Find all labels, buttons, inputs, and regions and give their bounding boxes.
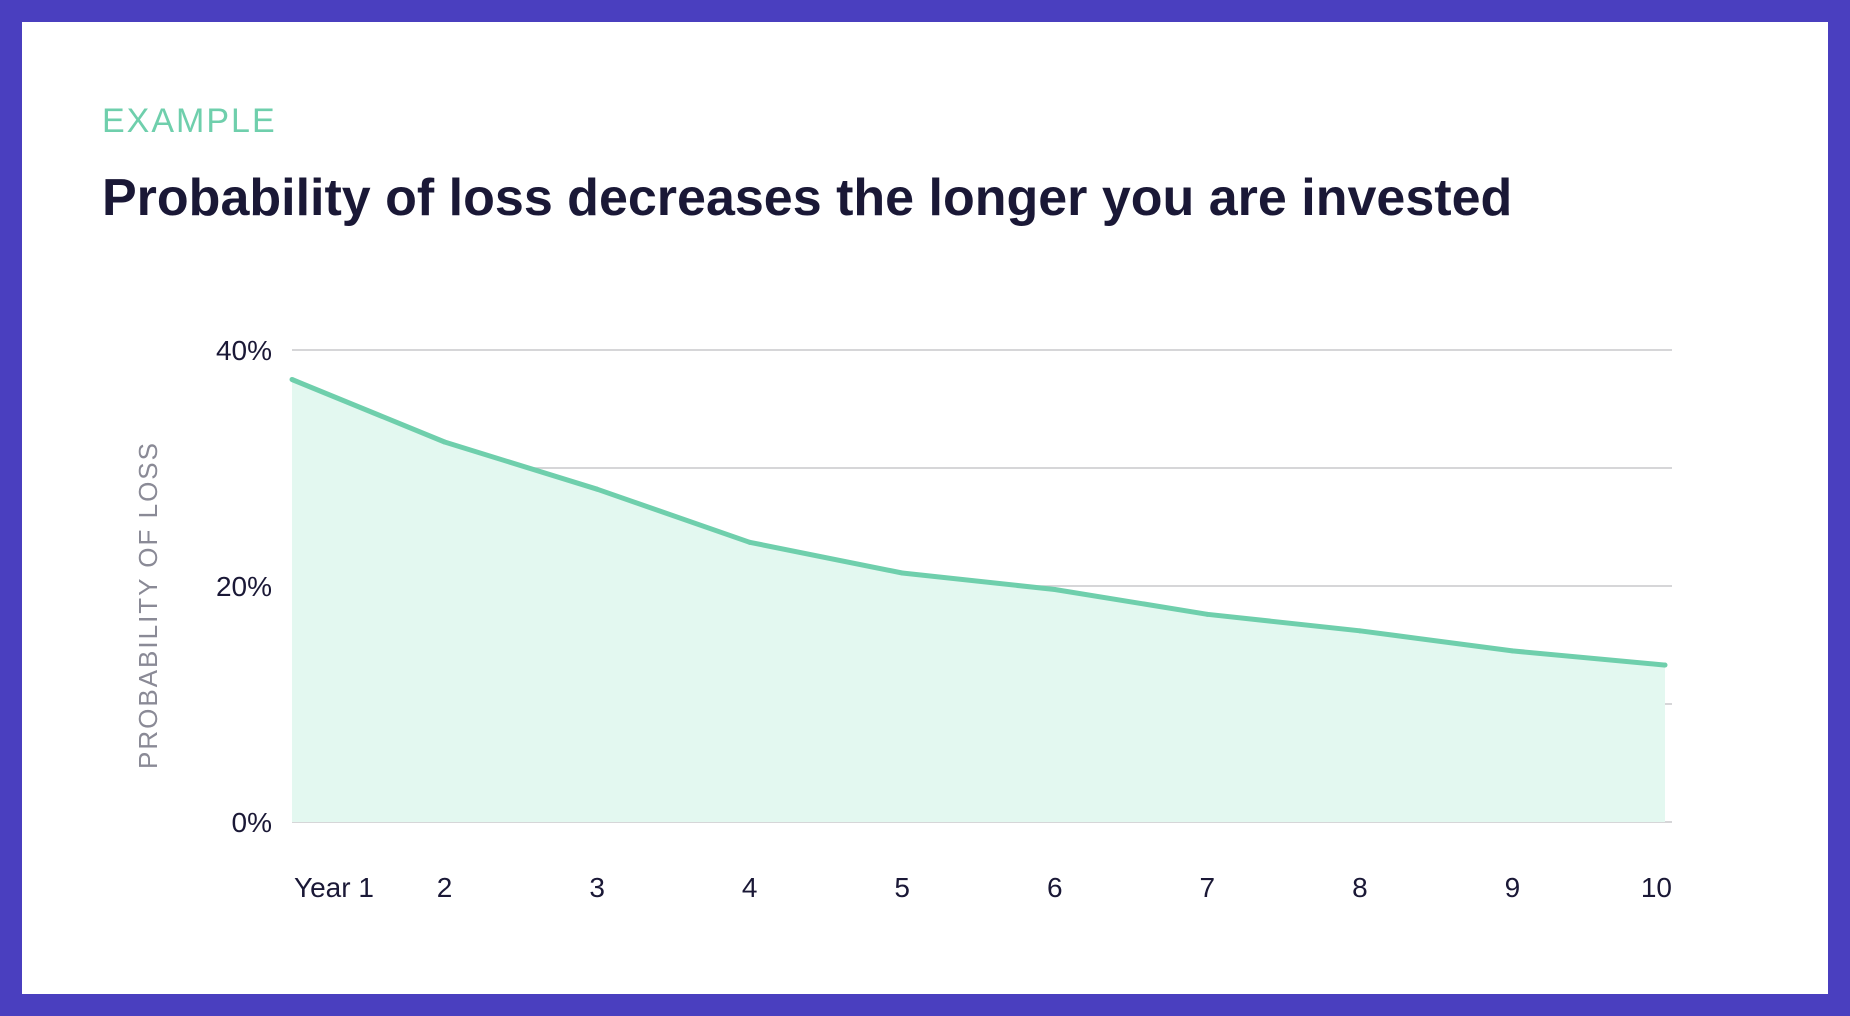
x-tick-label: 2 <box>437 872 453 903</box>
series-line <box>291 377 1666 668</box>
area-fill <box>292 379 1665 822</box>
x-tick-label: Year 1 <box>294 872 374 903</box>
data-point-4 <box>747 539 753 545</box>
x-tick-label: 10 <box>1641 872 1672 903</box>
y-tick-label: 0% <box>232 807 272 838</box>
x-tick-labels: Year 1 2 3 4 5 6 7 8 9 10 <box>294 872 1672 903</box>
data-point-3 <box>594 486 600 492</box>
x-tick-label: 7 <box>1200 872 1216 903</box>
data-point-7 <box>1204 611 1210 617</box>
data-point-6 <box>1052 587 1058 593</box>
x-tick-label: 9 <box>1505 872 1521 903</box>
chart-card: EXAMPLE Probability of loss decreases th… <box>22 22 1828 994</box>
data-point-10 <box>1662 662 1668 668</box>
data-point-5 <box>899 570 905 576</box>
y-tick-label: 40% <box>216 335 272 366</box>
chart-eyebrow: EXAMPLE <box>102 102 277 140</box>
data-point-1 <box>289 377 295 382</box>
x-tick-label: 6 <box>1047 872 1063 903</box>
chart-title: Probability of loss decreases the longer… <box>102 169 1513 227</box>
data-point-9 <box>1509 648 1515 654</box>
probability-chart: 0% 20% 40% Year 1 2 3 4 5 6 7 8 9 10 PROBABILITY OF… <box>133 335 1672 903</box>
data-point-8 <box>1357 628 1363 634</box>
y-tick-label: 20% <box>216 571 272 602</box>
data-point-2 <box>442 439 448 445</box>
x-tick-label: 4 <box>742 872 758 903</box>
x-tick-label: 3 <box>589 872 605 903</box>
x-tick-label: 8 <box>1352 872 1368 903</box>
x-tick-label: 5 <box>894 872 910 903</box>
y-axis-label: PROBABILITY OF LOSS <box>133 441 163 769</box>
y-tick-labels: 0% 20% 40% <box>216 335 272 838</box>
